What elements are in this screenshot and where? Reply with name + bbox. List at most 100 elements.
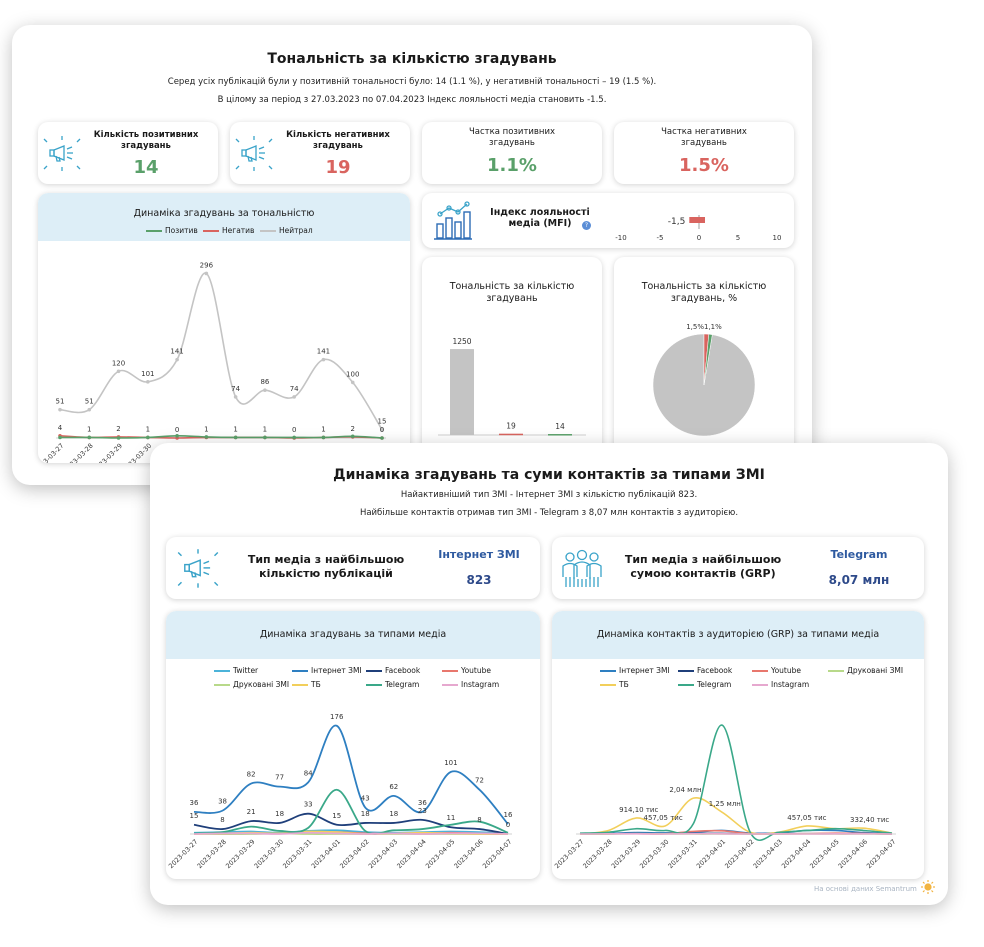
kpi-positive-count-value: 14: [133, 157, 159, 178]
legend-item: Інтернет ЗМІ: [600, 666, 670, 675]
data-label: 1: [233, 425, 237, 433]
data-point: [321, 435, 326, 440]
megaphone-icon: [43, 136, 81, 171]
legend-item: Telegram: [678, 680, 731, 689]
legend-swatch: [366, 684, 382, 686]
mfi-tick-label: 0: [697, 234, 701, 242]
legend-label: Друковані ЗМІ: [233, 680, 290, 689]
data-label: 82: [247, 771, 256, 779]
pie-slice: [703, 333, 713, 386]
legend-item: Facebook: [678, 666, 732, 675]
bar-label: 1250: [452, 337, 471, 346]
data-point: [58, 435, 62, 440]
legend-label: ТБ: [619, 680, 629, 689]
data-label: 18: [275, 810, 284, 818]
data-label: 36: [190, 799, 199, 807]
x-tick-label: 2023-04-03: [752, 838, 784, 870]
data-label: 38: [218, 798, 227, 806]
data-label: 332,40 тис: [850, 816, 889, 824]
legend-label: Facebook: [697, 666, 733, 675]
data-point: [380, 436, 384, 440]
data-label: 11: [446, 814, 455, 822]
x-tick-label: 2023-04-07: [481, 838, 513, 870]
data-point: [263, 435, 267, 440]
legend-swatch: [752, 670, 768, 672]
mfi-card: Індекс лояльності медіа (MFI) ? -10 -5 0 5 1…: [422, 193, 794, 248]
x-tick-label: 2023-04-01: [310, 838, 342, 870]
x-tick-label: 2023-03-30: [638, 838, 670, 870]
legend-label: Youtube: [771, 666, 801, 675]
x-tick-label: 2023-03-31: [666, 838, 698, 870]
legend-item: Instagram: [442, 680, 499, 689]
kpi-negative-share-label: Частка негативних згадувань: [661, 127, 747, 148]
data-point: [175, 357, 179, 362]
mfi-tick-label: -5: [657, 234, 664, 242]
series-line-7: [193, 831, 509, 835]
data-label: 86: [260, 378, 269, 386]
legend-swatch: [442, 670, 458, 672]
x-tick-label: 2023-04-01: [695, 838, 727, 870]
data-label: 15: [190, 812, 199, 820]
legend-item: Instagram: [752, 680, 809, 689]
data-label: 2: [350, 425, 354, 433]
media-mentions-card: Динаміка згадувань за типами медіа Twitt…: [166, 611, 540, 879]
data-label: 1: [321, 425, 325, 433]
data-label: 43: [361, 795, 370, 803]
data-label: 84: [304, 769, 313, 777]
legend-swatch: [292, 670, 308, 672]
kpi-top-publications-type: Інтернет ЗМІ: [438, 548, 520, 561]
bar-label: 19: [506, 422, 516, 431]
legend-label: Instagram: [771, 680, 810, 689]
sentiment-dynamics-header: [38, 193, 410, 241]
data-label: 33: [304, 801, 313, 809]
legend-label: Інтернет ЗМІ: [311, 666, 362, 675]
series-line-0: [59, 434, 383, 439]
data-label: 1: [146, 425, 150, 433]
data-label: 51: [56, 398, 65, 406]
series-line-0: [193, 829, 509, 835]
legend-item: Youtube: [442, 666, 491, 675]
kpi-negative-count-value: 19: [325, 157, 351, 178]
data-point: [350, 434, 355, 439]
legend-label: Друковані ЗМІ: [847, 666, 904, 675]
sentiment-dynamics-card: Динаміка згадувань за тональністю Позити…: [38, 193, 410, 463]
data-label: 141: [317, 348, 330, 356]
x-tick-label: 2023-04-02: [338, 838, 370, 870]
data-label: 4: [58, 424, 63, 432]
x-tick-label: 2023-04-06: [452, 838, 484, 870]
data-label: 62: [389, 783, 398, 791]
data-label: 457,05 тис: [787, 814, 826, 822]
x-tick-label: 2023-04-03: [367, 838, 399, 870]
data-point: [321, 357, 326, 362]
kpi-top-publications-label: Тип медіа з найбільшою кількістю публіка…: [247, 553, 405, 580]
x-tick-label: 2023-03-27: [167, 838, 199, 870]
sentiment-dynamics-chart: 2023-03-272023-03-282023-03-292023-03-30…: [38, 261, 387, 463]
mfi-tick-label: 5: [736, 234, 740, 242]
data-label: 23: [418, 807, 427, 815]
mfi-value-label: -1,5: [668, 217, 686, 227]
series-line-2: [59, 272, 383, 431]
legend-swatch: [292, 684, 308, 686]
legend-swatch: [828, 670, 844, 672]
data-label: 18: [361, 810, 370, 818]
bar: [450, 349, 474, 435]
data-label: 176: [330, 713, 344, 721]
data-point: [204, 271, 209, 276]
data-label: 0: [380, 426, 384, 434]
audience-icon: [562, 549, 602, 587]
sentiment-title: Тональність за кількістю згадувань: [267, 51, 557, 67]
kpi-positive-count-label: Кількість позитивних згадувань: [93, 130, 199, 151]
sentiment-panel: Тональність за кількістю згадувань Серед…: [12, 25, 812, 485]
media-grp-card: Динаміка контактів з аудиторією (GRP) за…: [552, 611, 924, 879]
mfi-label: Індекс лояльності медіа (MFI): [490, 207, 590, 229]
pie-label: 1,5%1,1%: [686, 323, 722, 331]
kpi-positive-share-value: 1.1%: [487, 155, 537, 176]
kpi-negative-count-card: Кількість негативних згадувань 19: [230, 122, 410, 184]
data-label: 141: [170, 348, 183, 356]
legend-label: Facebook: [385, 666, 421, 675]
x-tick-label: 2023-03-31: [281, 838, 313, 870]
info-icon[interactable]: ?: [582, 221, 591, 230]
legend-label: Instagram: [461, 680, 500, 689]
mfi-tick-label: 10: [773, 234, 782, 242]
data-label: 51: [85, 398, 94, 406]
